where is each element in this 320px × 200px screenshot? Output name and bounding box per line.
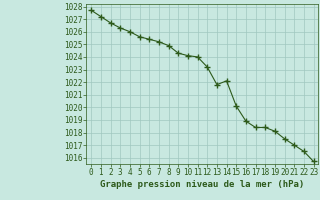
X-axis label: Graphe pression niveau de la mer (hPa): Graphe pression niveau de la mer (hPa) [100, 180, 305, 189]
